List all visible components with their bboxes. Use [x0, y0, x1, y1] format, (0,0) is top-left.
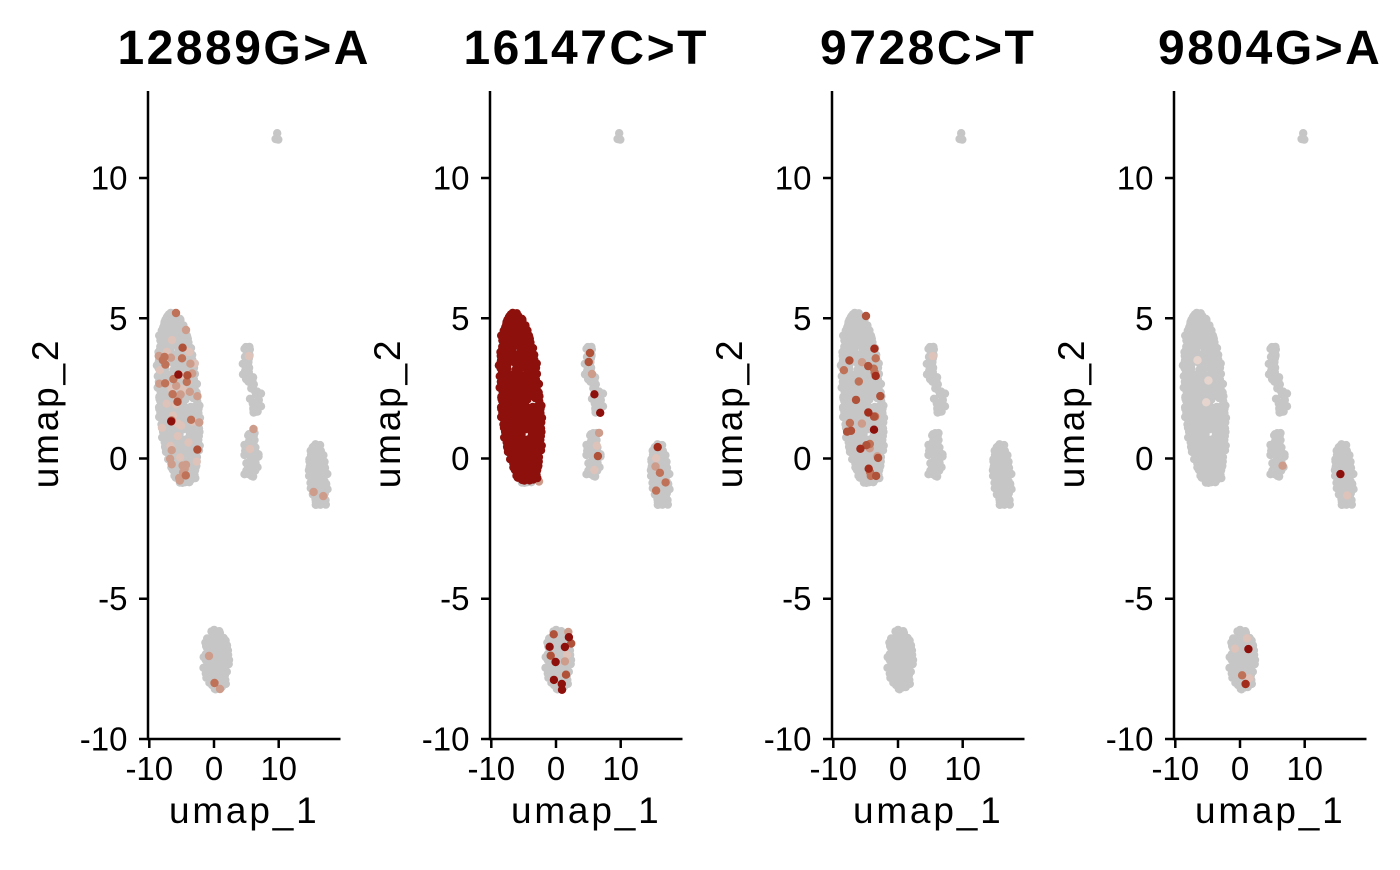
svg-text:umap_1: umap_1 [169, 790, 320, 831]
svg-text:umap_2: umap_2 [25, 338, 66, 489]
svg-text:16147C>T: 16147C>T [463, 22, 709, 75]
svg-text:-10: -10 [1106, 721, 1154, 758]
svg-text:10: 10 [91, 160, 128, 197]
svg-text:0: 0 [793, 440, 811, 477]
svg-text:0: 0 [451, 440, 469, 477]
svg-text:0: 0 [205, 750, 223, 787]
svg-text:umap_2: umap_2 [367, 338, 408, 489]
svg-text:0: 0 [547, 750, 565, 787]
svg-text:-10: -10 [80, 721, 128, 758]
svg-text:-5: -5 [1124, 580, 1153, 617]
svg-text:0: 0 [1231, 750, 1249, 787]
svg-text:10: 10 [944, 750, 981, 787]
svg-text:5: 5 [451, 300, 469, 337]
svg-text:5: 5 [1135, 300, 1153, 337]
svg-text:-5: -5 [782, 580, 811, 617]
svg-text:0: 0 [1135, 440, 1153, 477]
svg-text:10: 10 [602, 750, 639, 787]
svg-text:10: 10 [775, 160, 812, 197]
svg-text:umap_2: umap_2 [709, 338, 750, 489]
svg-text:-5: -5 [98, 580, 127, 617]
svg-text:-10: -10 [125, 750, 173, 787]
svg-text:umap_1: umap_1 [853, 790, 1004, 831]
svg-text:umap_1: umap_1 [511, 790, 662, 831]
svg-text:5: 5 [793, 300, 811, 337]
svg-text:-10: -10 [467, 750, 515, 787]
svg-text:-10: -10 [809, 750, 857, 787]
svg-text:9728C>T: 9728C>T [820, 22, 1036, 75]
svg-text:10: 10 [1286, 750, 1323, 787]
svg-text:10: 10 [1117, 160, 1154, 197]
svg-text:9804G>A: 9804G>A [1158, 22, 1382, 75]
svg-text:umap_1: umap_1 [1195, 790, 1346, 831]
svg-text:-10: -10 [764, 721, 812, 758]
svg-text:10: 10 [260, 750, 297, 787]
svg-text:12889G>A: 12889G>A [117, 22, 371, 75]
svg-text:-10: -10 [422, 721, 470, 758]
svg-text:5: 5 [109, 300, 127, 337]
svg-text:0: 0 [889, 750, 907, 787]
svg-text:0: 0 [109, 440, 127, 477]
svg-text:10: 10 [433, 160, 470, 197]
svg-text:-5: -5 [440, 580, 469, 617]
svg-text:umap_2: umap_2 [1051, 338, 1092, 489]
svg-text:-10: -10 [1151, 750, 1199, 787]
